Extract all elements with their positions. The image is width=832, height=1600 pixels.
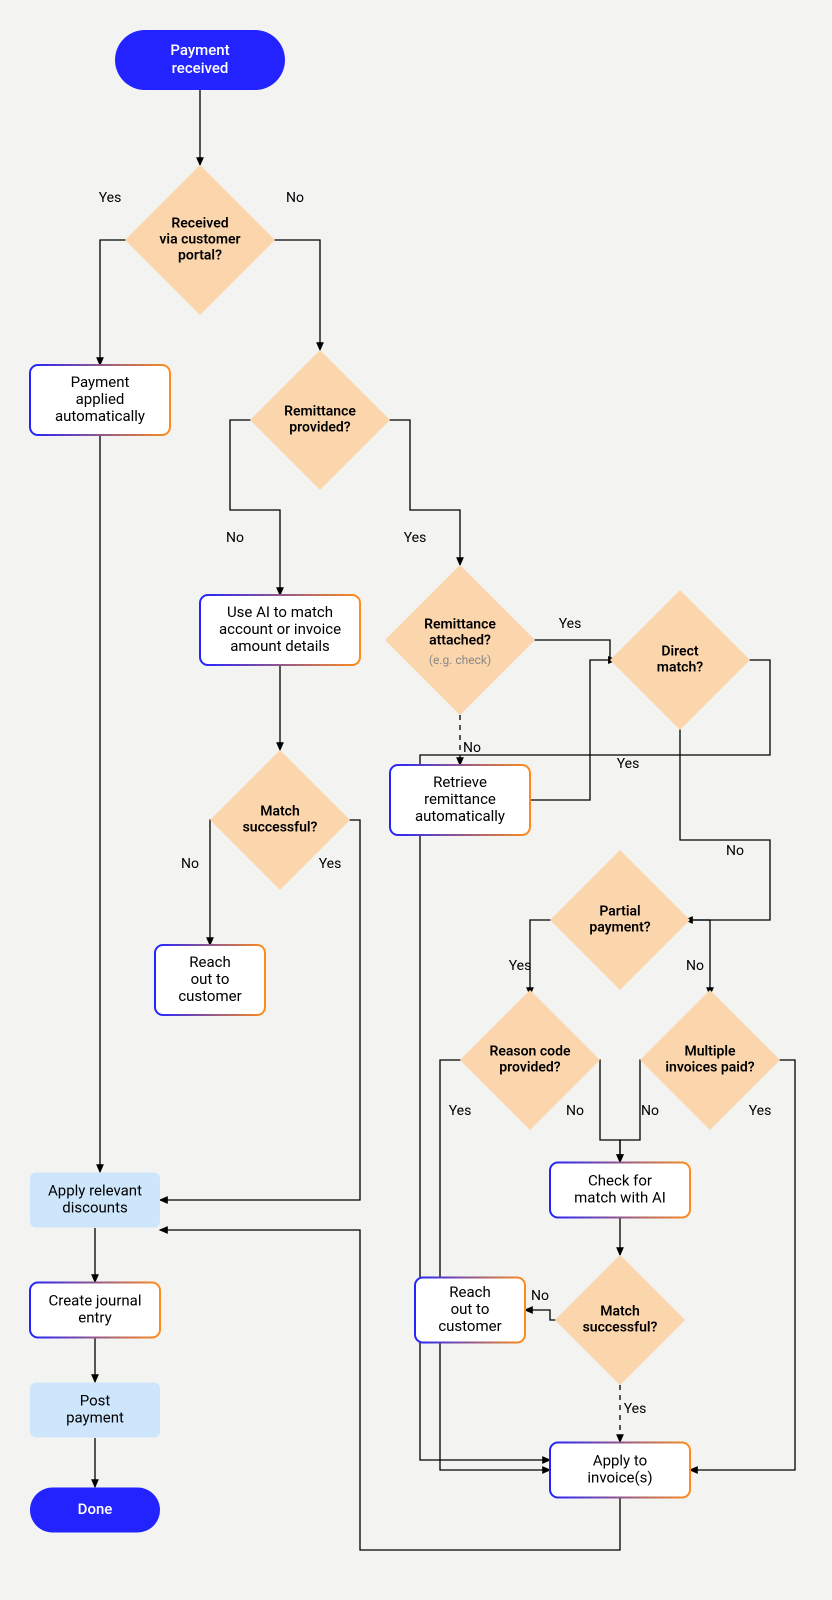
- node-label: Remittanceprovided?: [284, 404, 356, 436]
- node-label: Paymentreceived: [170, 41, 229, 77]
- edge-label: Yes: [319, 856, 342, 872]
- flowchart-canvas: Yes No No Yes Yes No Yes No No Yes Yes No Yes No No Yes…: [0, 0, 832, 1600]
- edge-label: No: [641, 1103, 659, 1119]
- node-label: Use AI to matchaccount or invoiceamount …: [219, 603, 341, 655]
- edge-label: No: [463, 740, 481, 756]
- edge-label: Yes: [99, 190, 122, 206]
- edge-label: No: [226, 530, 244, 546]
- node-done: Done: [30, 1488, 160, 1533]
- node-label: Directmatch?: [657, 644, 703, 676]
- node-p_applyinv: Apply toinvoice(s): [550, 1443, 690, 1498]
- edge-label: Yes: [509, 958, 532, 974]
- edge-label: Yes: [624, 1401, 647, 1417]
- edge-label: Yes: [749, 1103, 772, 1119]
- edge-label: Yes: [559, 616, 582, 632]
- edge-label: Yes: [449, 1103, 472, 1119]
- node-p_discounts: Apply relevantdiscounts: [30, 1173, 160, 1228]
- node-label: Apply toinvoice(s): [587, 1451, 652, 1486]
- node-start: Paymentreceived: [115, 30, 285, 90]
- node-p_useai: Use AI to matchaccount or invoiceamount …: [200, 595, 360, 665]
- edge-label: No: [726, 843, 744, 859]
- edge-label: No: [566, 1103, 584, 1119]
- node-label: Done: [78, 1500, 113, 1518]
- edge-label: No: [531, 1288, 549, 1304]
- edge-label: No: [286, 190, 304, 206]
- node-p_journal: Create journalentry: [30, 1283, 160, 1338]
- edge-label: Yes: [617, 756, 640, 772]
- node-label: Reason codeprovided?: [489, 1044, 570, 1076]
- node-p_retrieve: Retrieveremittanceautomatically: [390, 765, 530, 835]
- node-label: Remittanceattached?: [424, 617, 496, 649]
- node-p_reach2: Reachout tocustomer: [415, 1278, 525, 1343]
- node-p_post: Postpayment: [30, 1383, 160, 1438]
- edge-label: No: [686, 958, 704, 974]
- edge-label: No: [181, 856, 199, 872]
- node-p_reach1: Reachout tocustomer: [155, 945, 265, 1015]
- node-sublabel: (e.g. check): [429, 653, 491, 667]
- edge-label: Yes: [404, 530, 427, 546]
- node-p_checkai: Check formatch with AI: [550, 1163, 690, 1218]
- node-p_auto: Paymentappliedautomatically: [30, 365, 170, 435]
